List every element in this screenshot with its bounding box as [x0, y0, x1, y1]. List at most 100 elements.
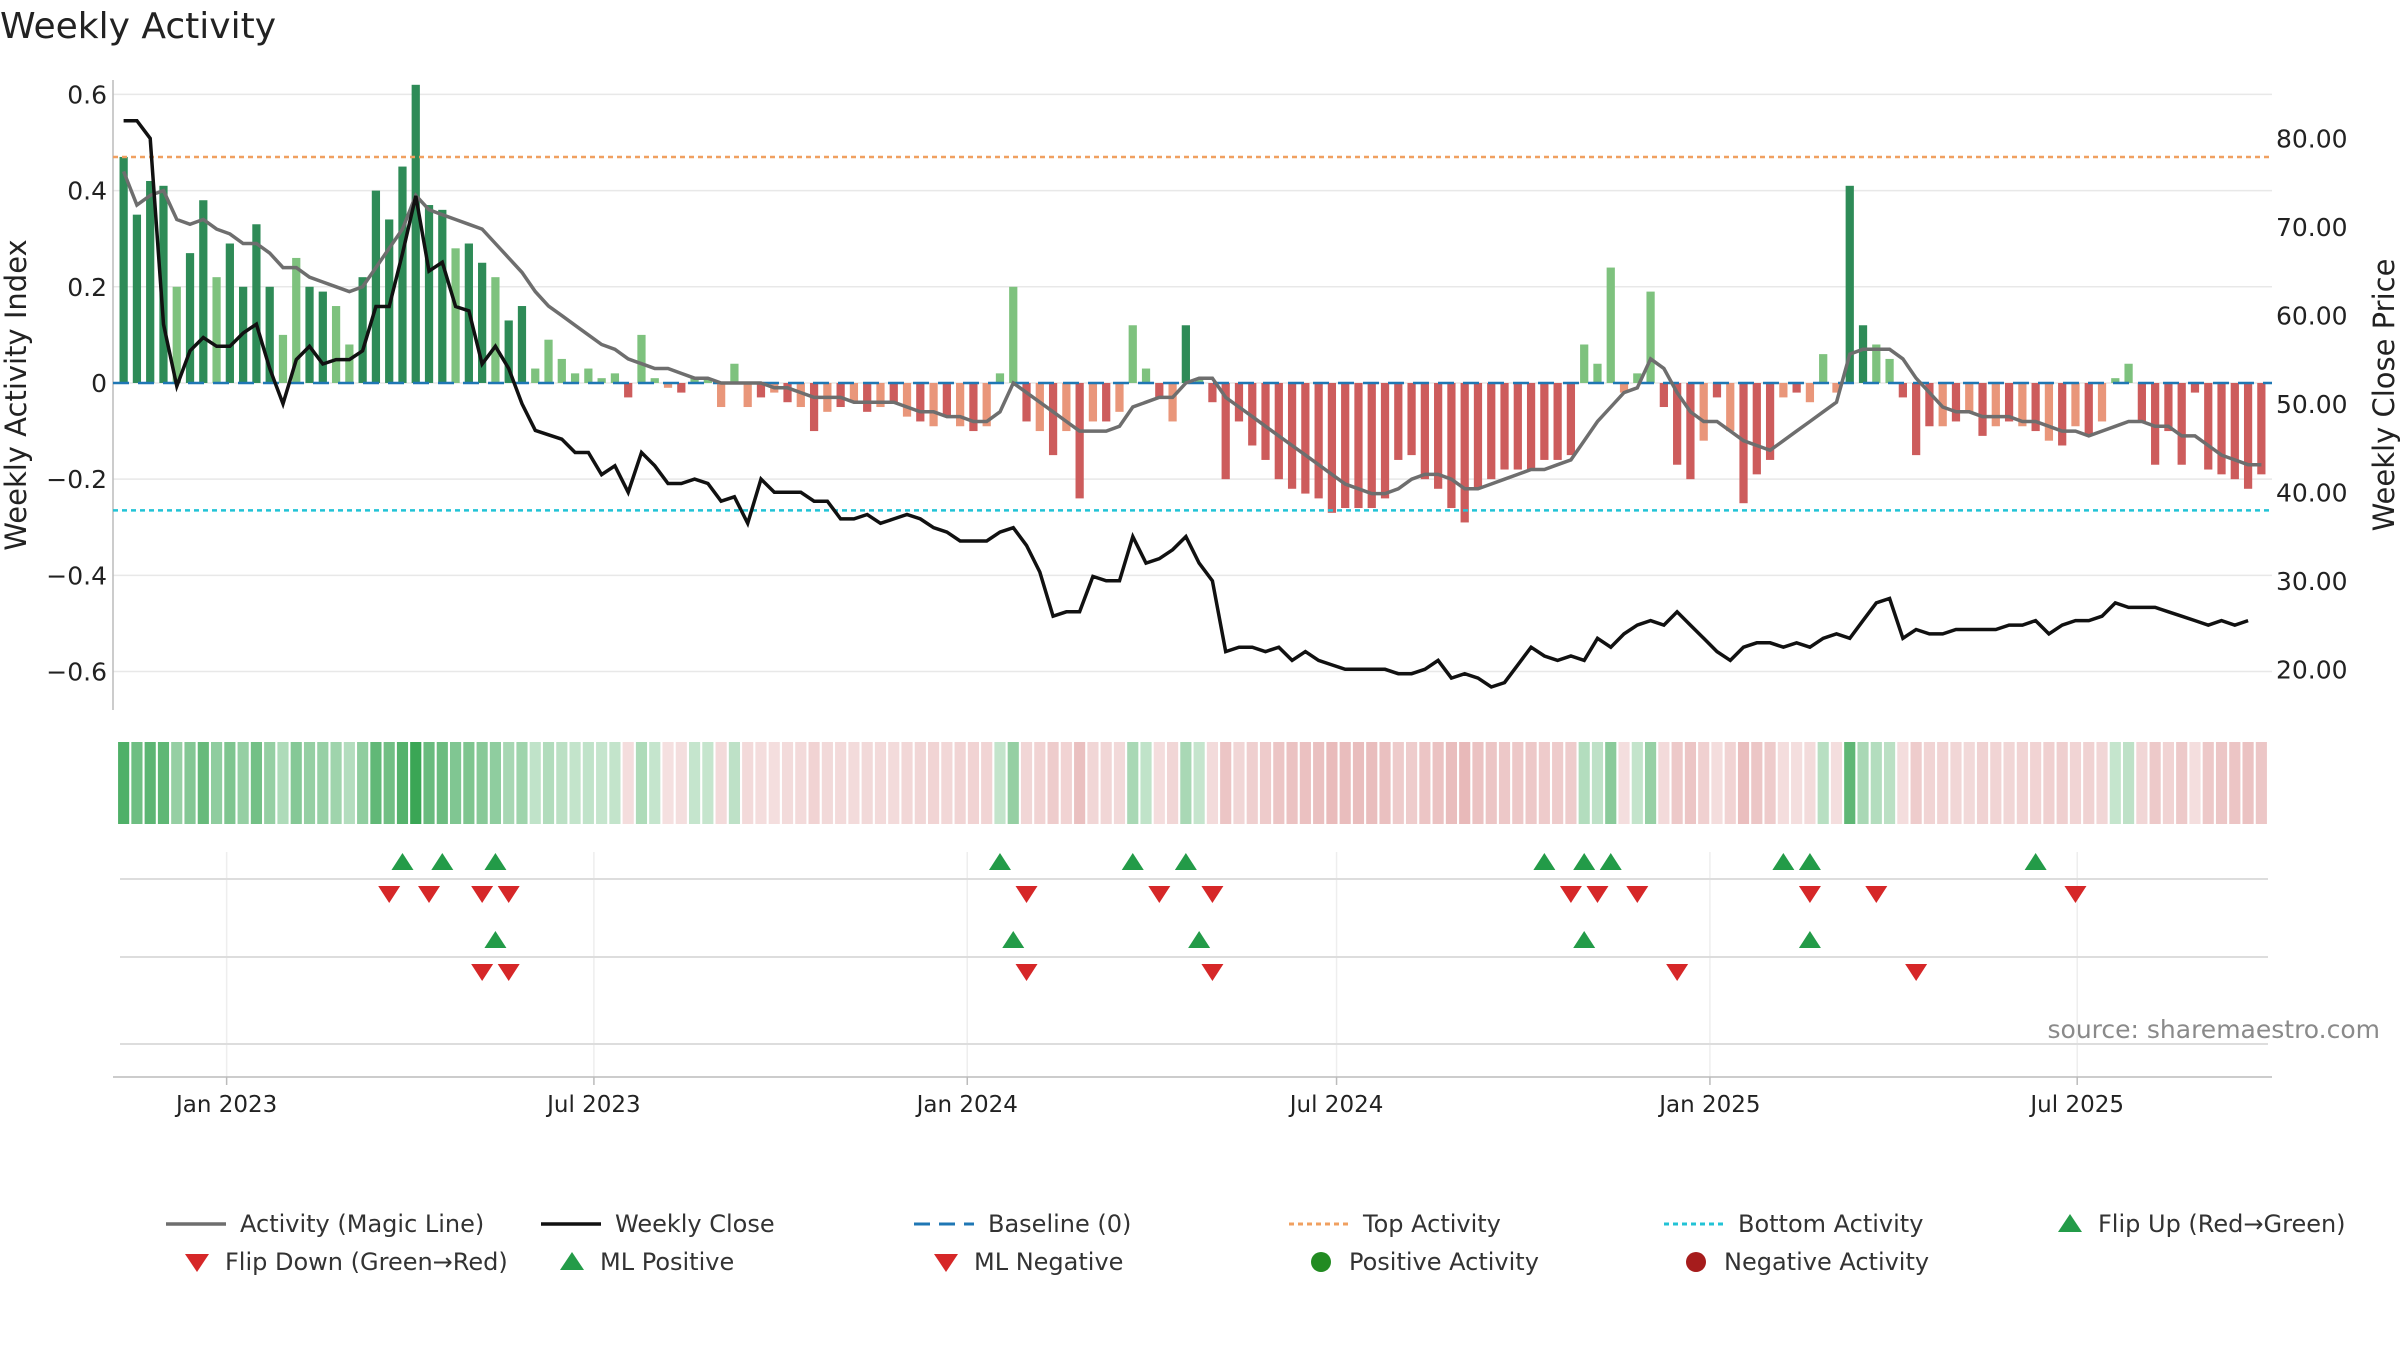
activity-bar	[2137, 382, 2146, 422]
strip-cell	[1910, 742, 1922, 824]
legend-negative-activity: Negative Activity	[1682, 1248, 1929, 1276]
strip-cell	[702, 742, 714, 824]
activity-bar	[956, 382, 965, 427]
activity-bar	[2058, 382, 2067, 446]
y2-tick-label: 50.00	[2276, 390, 2348, 419]
strip-cell	[715, 742, 727, 824]
strip-cell	[2043, 742, 2055, 824]
strip-cell	[197, 742, 209, 824]
legend-weekly-close: Weekly Close	[541, 1210, 775, 1238]
activity-bar	[172, 286, 181, 383]
legend-label: Flip Down (Green→Red)	[225, 1248, 508, 1276]
activity-bar	[159, 185, 168, 383]
activity-bar	[902, 382, 912, 417]
activity-bar	[969, 382, 978, 432]
strip-cell	[250, 742, 262, 824]
right-axis-ticks: 80.00 70.00 60.00 50.00 40.00 30.00 20.00	[2276, 124, 2348, 684]
strip-cell	[1259, 742, 1272, 824]
strip-cell	[901, 742, 913, 824]
y-tick-label: −0.6	[46, 658, 107, 687]
activity-bar	[1752, 382, 1761, 475]
strip-cell	[1020, 742, 1033, 824]
strip-cell	[689, 742, 701, 824]
activity-bar	[2217, 382, 2226, 475]
activity-bar	[491, 277, 500, 383]
strip-cell	[1352, 742, 1365, 824]
strip-cell	[1963, 742, 1975, 824]
strip-cell	[1645, 742, 1657, 824]
activity-bar	[743, 382, 752, 408]
y2-tick-label: 20.00	[2276, 655, 2348, 684]
activity-bar	[610, 373, 620, 383]
activity-bar	[1460, 382, 1469, 523]
strip-cell	[1379, 742, 1391, 824]
strip-cell	[1764, 742, 1776, 824]
legend-label: ML Positive	[600, 1248, 735, 1276]
strip-cell	[1286, 742, 1298, 824]
activity-bar	[1965, 382, 1974, 412]
strip-cell	[1153, 742, 1165, 824]
activity-bar	[1659, 382, 1668, 408]
activity-bar	[1009, 286, 1018, 383]
strip-cell	[1990, 742, 2002, 824]
strip-cell	[1830, 742, 1843, 824]
activity-bar	[1540, 382, 1549, 460]
strip-cell	[556, 742, 568, 824]
activity-bar	[1712, 382, 1722, 398]
activity-bar	[358, 277, 367, 383]
activity-bar	[1580, 344, 1589, 383]
ml-negative-marker	[1666, 964, 1689, 981]
activity-bar	[1898, 382, 1907, 398]
strip-cell	[1525, 742, 1537, 824]
flip-down-marker	[497, 886, 520, 903]
strip-cell	[2255, 742, 2267, 824]
activity-bar	[1805, 382, 1815, 403]
strip-cell	[489, 742, 501, 824]
strip-cell	[888, 742, 900, 824]
y2-tick-label: 80.00	[2276, 124, 2348, 153]
strip-cell	[2056, 742, 2068, 824]
legend-positive-activity: Positive Activity	[1307, 1248, 1539, 1276]
x-tick-label: Jul 2023	[545, 1092, 641, 1118]
strip-cell	[596, 742, 608, 824]
strip-cell	[1976, 742, 1989, 824]
strip-cell	[1857, 742, 1869, 824]
activity-bar	[1872, 344, 1881, 383]
strip-cell	[609, 742, 621, 824]
strip-cell	[2136, 742, 2148, 824]
x-axis-ticks: Jan 2023 Jul 2023 Jan 2024 Jul 2024 Jan 2025…	[174, 1077, 2124, 1118]
legend-magic-line: Activity (Magic Line)	[166, 1210, 484, 1238]
strip-cell	[1937, 742, 1949, 824]
strip-cell	[1485, 742, 1497, 824]
activity-bar	[185, 253, 195, 383]
activity-bar	[876, 382, 885, 408]
strip-cell	[1127, 742, 1139, 824]
flip-down-marker	[1148, 886, 1171, 903]
strip-cell	[2069, 742, 2082, 824]
flip-down-marker	[471, 886, 494, 903]
strip-cell	[2229, 742, 2241, 824]
strip-cell	[768, 742, 780, 824]
ml-negative-marker	[471, 964, 494, 981]
activity-bar	[345, 344, 354, 383]
activity-bar	[305, 286, 314, 383]
magic-line	[121, 170, 2262, 496]
flip-up-marker	[1798, 853, 1821, 870]
strip-cell	[1273, 742, 1285, 824]
activity-bar	[1115, 382, 1124, 412]
strip-cell	[1313, 742, 1325, 824]
legend-label: Positive Activity	[1349, 1248, 1539, 1276]
activity-bar	[1673, 382, 1682, 465]
strip-cell	[1432, 742, 1444, 824]
x-tick-label: Jan 2024	[915, 1092, 1018, 1118]
strip-cell	[277, 742, 289, 824]
activity-bar	[1141, 368, 1151, 383]
strip-cell	[928, 742, 940, 824]
strip-cell	[2215, 742, 2228, 824]
activity-bar	[1553, 382, 1562, 460]
strip-cell	[2083, 742, 2095, 824]
activity-bar	[1885, 358, 1894, 383]
legend-ml-negative: ML Negative	[932, 1248, 1123, 1276]
y2-tick-label: 70.00	[2276, 213, 2348, 242]
strip-cell	[1565, 742, 1577, 824]
